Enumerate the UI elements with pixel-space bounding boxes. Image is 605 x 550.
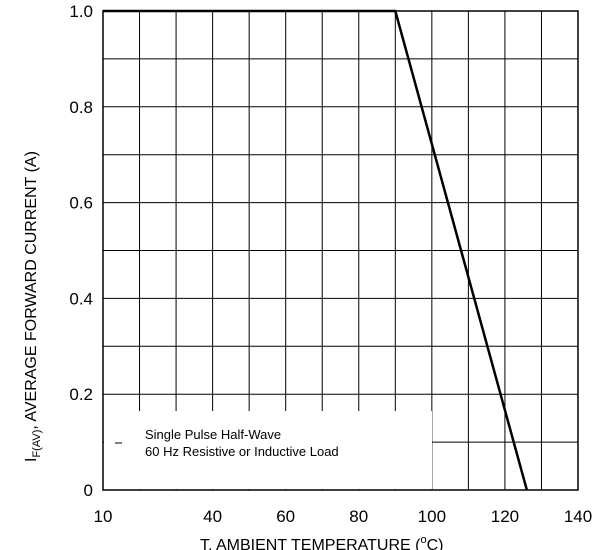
y-tick-label: 0.2 [69, 385, 93, 404]
x-tick-label: 40 [203, 507, 222, 526]
x-axis-label-superscript: o [420, 534, 426, 546]
x-axis-label-text: , AMBIENT TEMPERATURE ( [208, 537, 421, 550]
x-axis-label: T, AMBIENT TEMPERATURE (oC) [200, 534, 444, 550]
y-tick-label: 0.4 [69, 289, 93, 308]
x-tick-label: 10 [94, 507, 113, 526]
x-axis-label-prefix: T [200, 537, 210, 550]
tick-labels: 10 40 60 80 100 120 140 0 0.2 0.4 0.6 0.8 1.0 [69, 2, 592, 526]
y-axis-label: IF(AV), AVERAGE FORWARD CURRENT (A) [23, 151, 43, 462]
annotation-box [104, 411, 432, 489]
x-tick-label: 80 [349, 507, 368, 526]
y-axis-label-subscript: F(AV) [31, 430, 43, 458]
y-axis-label-prefix: I [23, 458, 40, 462]
y-tick-label: 0.6 [69, 194, 93, 213]
y-axis-label-text: , AVERAGE FORWARD CURRENT (A) [23, 151, 40, 430]
y-tick-label: 0 [84, 481, 93, 500]
x-tick-label: 140 [564, 507, 592, 526]
y-tick-label: 1.0 [69, 2, 93, 21]
x-tick-label: 100 [418, 507, 446, 526]
derating-curve [103, 9, 529, 491]
series-group [103, 9, 529, 491]
y-tick-label: 0.8 [69, 98, 93, 117]
annotation-line-1: Single Pulse Half-Wave [145, 427, 281, 442]
x-tick-label: 60 [276, 507, 295, 526]
x-axis-label-unit: C) [427, 537, 444, 550]
x-tick-label: 120 [491, 507, 519, 526]
annotation-line-2: 60 Hz Resistive or Inductive Load [145, 444, 339, 459]
